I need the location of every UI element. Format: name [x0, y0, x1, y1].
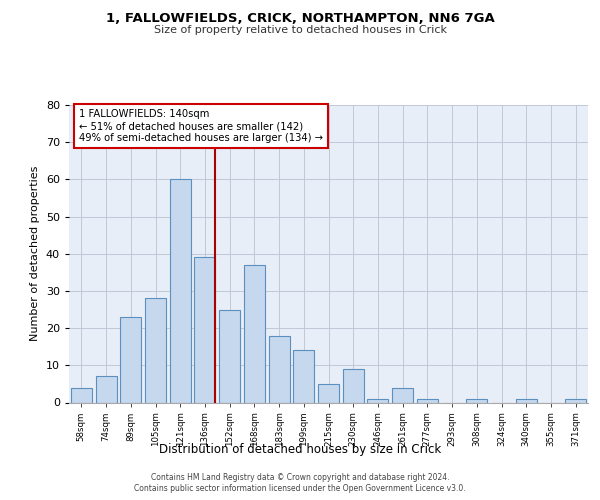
Text: Size of property relative to detached houses in Crick: Size of property relative to detached ho… [154, 25, 446, 35]
Text: Contains public sector information licensed under the Open Government Licence v3: Contains public sector information licen… [134, 484, 466, 493]
Bar [466, 399, 487, 402]
Text: Contains HM Land Registry data © Crown copyright and database right 2024.: Contains HM Land Registry data © Crown c… [151, 472, 449, 482]
Text: 1 FALLOWFIELDS: 140sqm
← 51% of detached houses are smaller (142)
49% of semi-de: 1 FALLOWFIELDS: 140sqm ← 51% of detached… [79, 110, 323, 142]
Y-axis label: Number of detached properties: Number of detached properties [30, 166, 40, 342]
Text: 1, FALLOWFIELDS, CRICK, NORTHAMPTON, NN6 7GA: 1, FALLOWFIELDS, CRICK, NORTHAMPTON, NN6… [106, 12, 494, 26]
Bar [318, 384, 339, 402]
Bar [145, 298, 166, 403]
Bar [516, 399, 537, 402]
Bar [565, 399, 586, 402]
Bar [244, 265, 265, 402]
Bar [269, 336, 290, 402]
Bar [170, 180, 191, 402]
Bar [392, 388, 413, 402]
Bar [417, 399, 438, 402]
Bar [95, 376, 116, 402]
Bar [120, 317, 141, 402]
Bar [219, 310, 240, 402]
Bar [343, 369, 364, 402]
Bar [367, 399, 388, 402]
Bar [71, 388, 92, 402]
Bar [293, 350, 314, 403]
Text: Distribution of detached houses by size in Crick: Distribution of detached houses by size … [159, 442, 441, 456]
Bar [194, 258, 215, 402]
